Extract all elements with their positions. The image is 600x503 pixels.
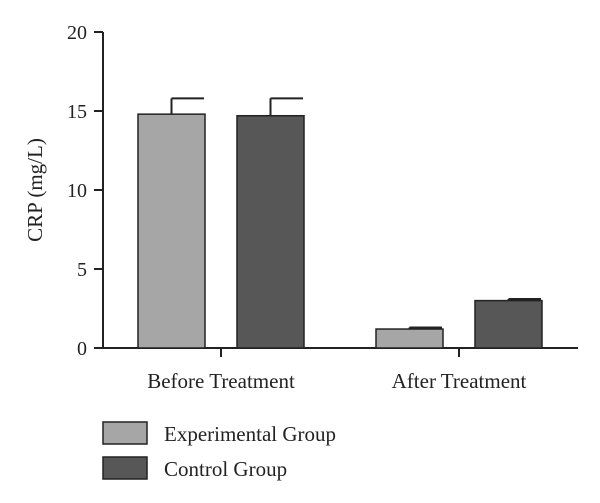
y-tick-label: 20 <box>67 22 87 44</box>
bar <box>375 328 444 349</box>
legend-label: Control Group <box>164 457 287 481</box>
y-tick-label: 5 <box>77 259 87 281</box>
legend-label: Experimental Group <box>164 422 336 446</box>
y-tick-label: 10 <box>67 180 87 202</box>
bar <box>137 113 206 349</box>
bar <box>236 114 305 349</box>
legend-swatch <box>102 456 148 480</box>
legend-swatch <box>102 421 148 445</box>
x-category-label: After Treatment <box>392 369 527 393</box>
y-tick-label: 0 <box>77 338 87 360</box>
legend: Experimental Group Control Group <box>102 421 336 481</box>
y-axis-title: CRP (mg/L) <box>23 138 47 242</box>
x-axis: Before Treatment After Treatment <box>103 347 578 393</box>
y-axis: 0 5 10 15 20 <box>67 22 104 360</box>
y-tick-label: 15 <box>67 101 87 123</box>
bars <box>137 97 543 349</box>
x-category-label: Before Treatment <box>147 369 295 393</box>
bar <box>474 299 543 349</box>
